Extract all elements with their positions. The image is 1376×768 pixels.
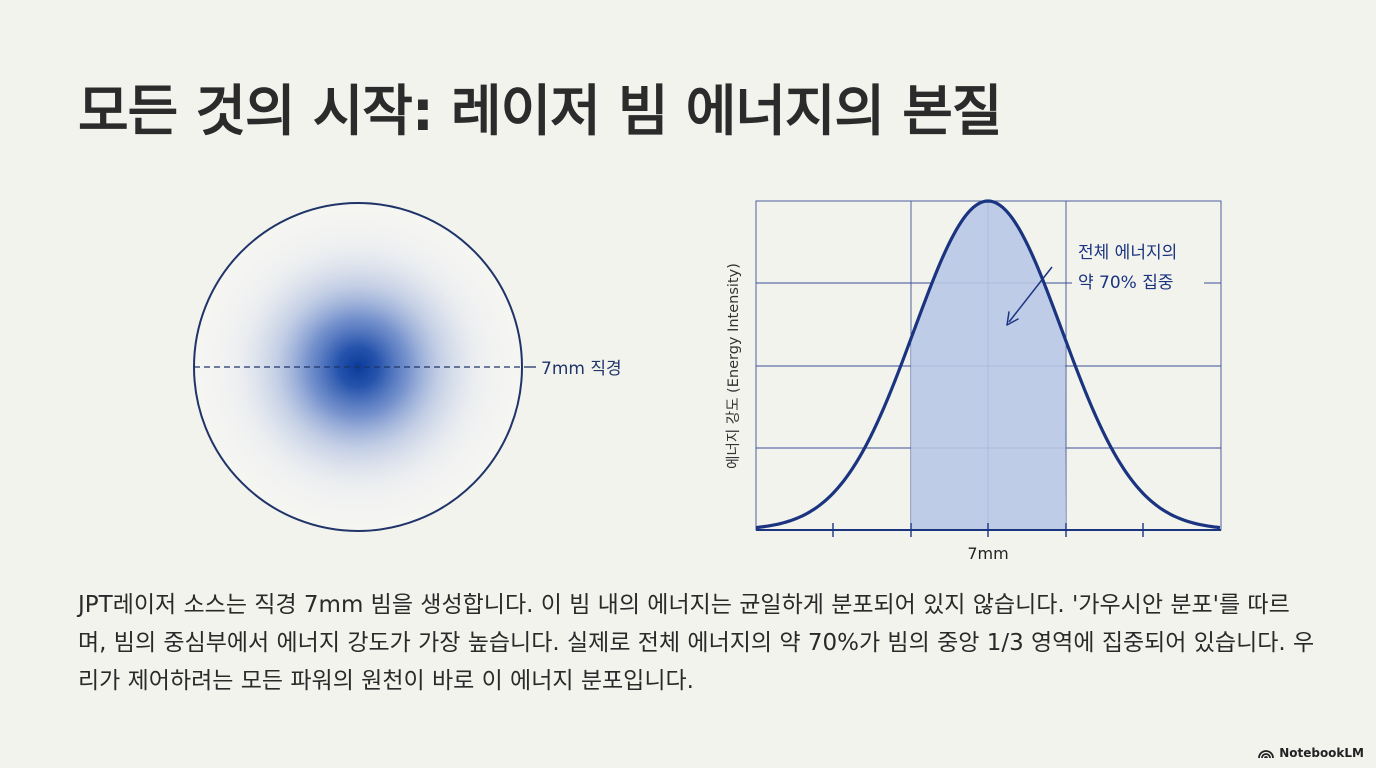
page-title: 모든 것의 시작: 레이저 빔 에너지의 본질	[78, 79, 1002, 143]
annotation-line-1: 전체 에너지의	[1078, 243, 1177, 263]
beam-cross-section: 7mm 직경	[193, 202, 622, 532]
middle-third-shaded-area	[911, 201, 1066, 530]
annotation-arrow-icon	[1006, 311, 1019, 326]
annotation-background	[1072, 236, 1204, 296]
gaussian-curve	[755, 199, 1221, 530]
annotation-arrow-line	[1008, 266, 1053, 323]
gaussian-chart: 7mm 에너지 강도 (Energy Intensity) 전체 에너지의 약 …	[725, 199, 1222, 563]
brand-label: NotebookLM	[1279, 746, 1364, 760]
notebooklm-logo-icon	[1258, 750, 1275, 759]
brand-mark: NotebookLM	[1258, 746, 1364, 760]
y-axis-label: 에너지 강도 (Energy Intensity)	[725, 263, 742, 469]
x-axis-ticks	[832, 523, 1144, 537]
annotation: 전체 에너지의 약 70% 집중	[1006, 236, 1204, 326]
annotation-line-2: 약 70% 집중	[1078, 273, 1174, 293]
x-axis-label: 7mm	[967, 544, 1008, 563]
beam-diameter-label: 7mm 직경	[541, 359, 622, 379]
body-paragraph: JPT레이저 소스는 직경 7mm 빔을 생성합니다. 이 빔 내의 에너지는 …	[78, 592, 1315, 694]
